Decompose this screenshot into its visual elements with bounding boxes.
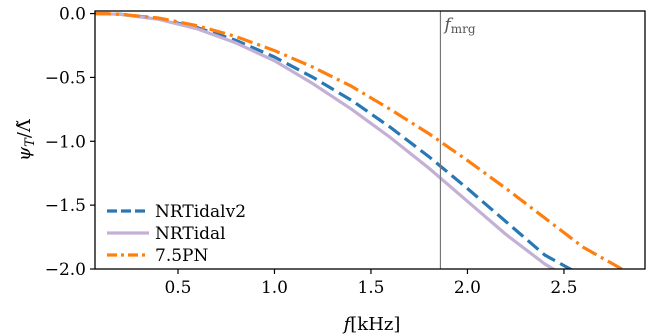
merger-frequency-label-sub: mrg [451, 22, 476, 36]
x-axis-label-unit: [kHz] [350, 314, 400, 335]
x-tick-label: 1.0 [261, 278, 288, 298]
legend-label-1: NRTidal [155, 224, 226, 244]
merger-frequency-label: fmrg [442, 15, 475, 36]
legend-label-2: 7.5PN [155, 246, 208, 266]
x-tick-label: 1.5 [357, 278, 384, 298]
x-tick-label: 0.5 [164, 278, 191, 298]
y-axis-label-sub: T [23, 137, 38, 147]
y-tick-label: −0.5 [45, 68, 86, 88]
merger-frequency-label-main: f [442, 15, 453, 35]
legend-label-0: NRTidalv2 [155, 202, 246, 222]
series-line-2 [95, 11, 625, 269]
y-tick-label: −1.0 [45, 132, 86, 152]
y-axis-label-main: ψ [14, 146, 35, 161]
y-axis-ticks: 0.0 −0.5 −1.0 −1.5 −2.0 [45, 5, 95, 280]
y-axis-label-den: /Λ̃ [14, 118, 35, 138]
series-group [95, 11, 625, 269]
y-axis-label: ψT/Λ̃ [14, 118, 38, 161]
x-tick-label: 2.5 [550, 278, 577, 298]
x-axis-ticks: 0.5 1.0 1.5 2.0 2.5 [164, 269, 577, 298]
y-tick-label: 0.0 [59, 5, 86, 25]
y-tick-label: −1.5 [45, 196, 86, 216]
x-tick-label: 2.0 [454, 278, 481, 298]
y-tick-label: −2.0 [45, 260, 86, 280]
x-axis-label: f[kHz] [342, 314, 401, 335]
plot-frame [94, 10, 646, 270]
